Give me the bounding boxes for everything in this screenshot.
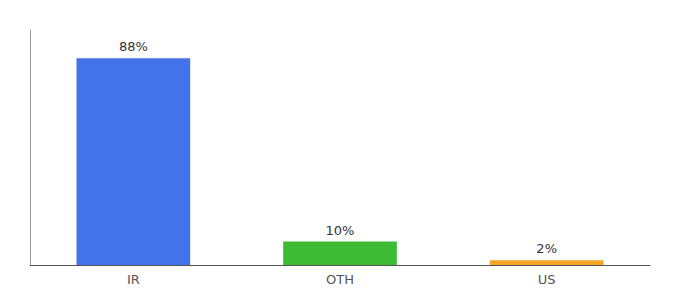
svg-text:US: US [538,272,556,287]
svg-text:10%: 10% [326,223,355,238]
svg-text:IR: IR [127,272,140,287]
svg-text:OTH: OTH [326,272,354,287]
svg-text:88%: 88% [119,39,148,54]
svg-text:2%: 2% [536,241,557,256]
